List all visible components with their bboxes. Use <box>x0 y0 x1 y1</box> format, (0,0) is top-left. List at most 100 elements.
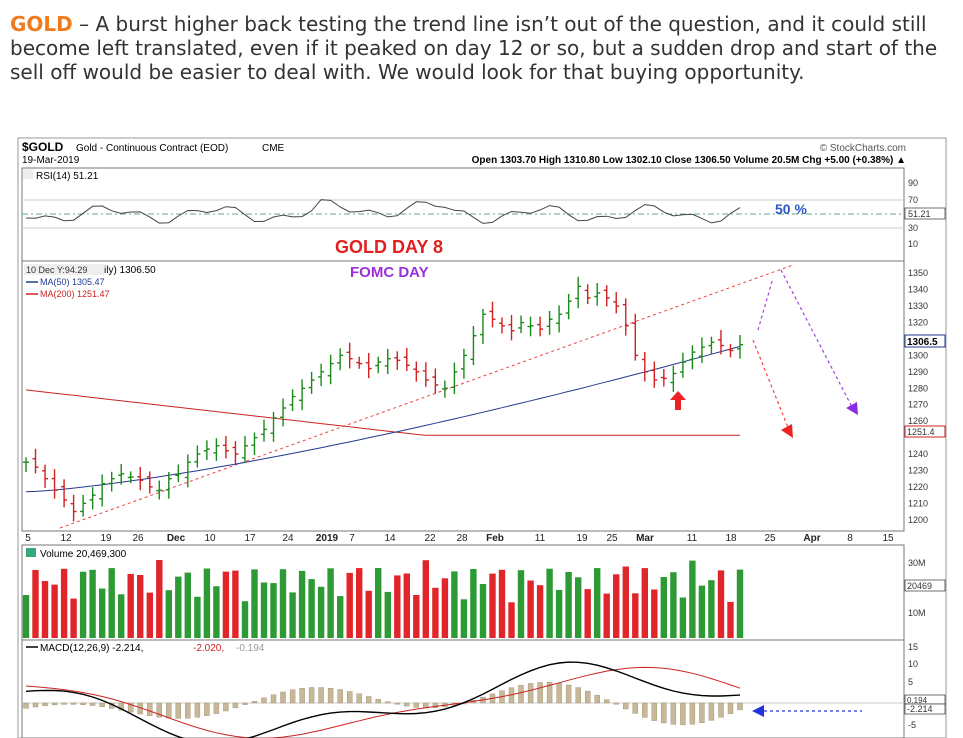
price-tick: 1220 <box>908 482 928 492</box>
ohlc-bar <box>651 361 658 388</box>
macd-hist-bar <box>80 702 86 705</box>
macd-hist-bar <box>99 702 105 707</box>
date-tick: 12 <box>60 533 72 544</box>
ohlc-bar <box>470 325 477 366</box>
macd-signal-value: -2.020, <box>193 643 224 654</box>
price-tick: 1290 <box>908 367 928 377</box>
volume-bar <box>603 593 610 638</box>
macd-hist-bar <box>727 702 734 715</box>
ohlc-bar <box>99 474 106 507</box>
date-tick: Mar <box>636 533 654 544</box>
ohlc-bar <box>546 310 553 335</box>
volume-tick-last: 20469 <box>907 581 932 591</box>
volume-bar <box>422 560 429 638</box>
date-tick: 28 <box>456 533 468 544</box>
macd-last-box <box>904 703 946 715</box>
macd-signal-line <box>25 666 741 738</box>
ohlc-bar <box>308 371 315 394</box>
price-bars <box>23 276 743 522</box>
ohlc-bar <box>213 438 220 461</box>
ohlc-bar <box>537 316 544 337</box>
macd-hist-bar <box>699 702 705 723</box>
ohlc-bar <box>460 348 467 379</box>
rsi-tick-90: 90 <box>908 178 918 188</box>
rsi-annotation: 50 % <box>775 201 807 217</box>
macd-hist-bar <box>356 693 362 704</box>
date-tick: 14 <box>384 533 396 544</box>
volume-bar <box>698 585 706 638</box>
price-tick: 1240 <box>908 449 928 459</box>
macd-hist-bar <box>42 702 48 706</box>
ohlc-bar <box>222 435 229 459</box>
intro-ticker[interactable]: GOLD <box>10 12 73 36</box>
volume-bar <box>298 570 306 638</box>
volume-bar <box>222 571 230 638</box>
macd-hist-bar <box>394 702 400 705</box>
volume-bar <box>689 560 696 638</box>
volume-bar <box>165 590 172 638</box>
price-tick: 1350 <box>908 268 928 278</box>
price-tick: 1200 <box>908 515 928 525</box>
ohlc-bar <box>375 356 382 374</box>
volume-bar <box>508 602 515 638</box>
ohlc-bar <box>318 363 325 387</box>
date-tick: 22 <box>424 533 436 544</box>
ohlc-bar <box>89 487 96 510</box>
ma50-line <box>25 345 741 493</box>
volume-bar <box>489 573 496 638</box>
macd-label: MACD(12,26,9) -2.214, <box>40 643 143 654</box>
volume-bar <box>375 568 382 638</box>
rsi-tick-70: 70 <box>908 195 918 205</box>
price-tick: 1270 <box>908 400 928 410</box>
legend-ma200: MA(200) 1251.47 <box>40 289 110 299</box>
date-tick: 10 <box>204 533 216 544</box>
volume-bar <box>613 574 620 638</box>
volume-bar <box>679 597 687 638</box>
volume-bar <box>260 582 268 638</box>
macd-hist-bar <box>185 702 191 719</box>
date-tick: 11 <box>535 533 546 544</box>
ohlc-bar <box>32 448 39 474</box>
ohlc-bar <box>194 445 201 468</box>
volume-bar <box>565 572 572 638</box>
macd-hist-bar <box>51 702 58 706</box>
day-annotation: GOLD DAY 8 <box>335 237 443 257</box>
date-tick: 2019 <box>316 533 339 544</box>
macd-hist-bar <box>156 702 163 718</box>
volume-bar <box>60 568 68 638</box>
macd-hist-bar <box>232 702 239 709</box>
volume-bar <box>279 569 287 638</box>
date-tick: 19 <box>100 533 112 544</box>
ohlc-bar <box>679 352 686 378</box>
macd-hist-bar <box>299 688 305 704</box>
ohlc-bar <box>241 436 248 464</box>
macd-hist-bar <box>251 701 258 704</box>
macd-hist-bar <box>661 702 667 724</box>
volume-bar <box>727 601 734 638</box>
ohlc-bar <box>184 454 191 488</box>
macd-tick-neg5: -5 <box>908 720 916 730</box>
macd-hist-bar <box>347 691 353 704</box>
macd-hist-bar <box>718 702 724 718</box>
macd-hist-bar <box>651 702 657 721</box>
volume-bar <box>270 583 277 638</box>
volume-bar <box>337 596 344 638</box>
macd-hist-bar <box>261 697 267 704</box>
rsi-tick-10: 10 <box>908 239 918 249</box>
ohlc-bar <box>737 335 743 359</box>
macd-hist-bar <box>689 702 696 725</box>
ma200-line <box>25 389 740 436</box>
macd-hist-bar <box>385 701 391 704</box>
volume-bar <box>736 569 744 638</box>
ohlc-bar <box>422 362 429 387</box>
volume-bar <box>99 588 106 638</box>
volume-bars <box>22 560 744 638</box>
date-tick: 24 <box>282 533 294 544</box>
ohlc-bar <box>356 356 363 369</box>
ohlc-bar <box>698 337 705 363</box>
macd-hist-bar <box>327 688 334 704</box>
ohlc-bar <box>165 471 172 499</box>
ohlc-bar <box>299 379 306 411</box>
ohlc-bar <box>289 389 296 412</box>
volume-bar <box>41 581 49 638</box>
